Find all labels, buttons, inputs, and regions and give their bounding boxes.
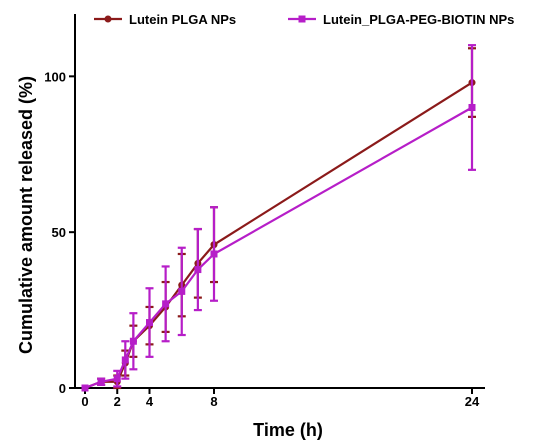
data-point — [121, 356, 129, 364]
data-point — [210, 250, 218, 258]
x-tick-label: 0 — [81, 394, 88, 409]
x-tick-label: 24 — [465, 394, 480, 409]
x-axis-title: Time (h) — [253, 420, 323, 440]
data-point — [178, 287, 186, 295]
series-line — [84, 106, 473, 390]
data-point — [146, 319, 153, 327]
legend-marker — [298, 15, 306, 23]
y-tick-label: 100 — [44, 69, 66, 84]
data-point — [194, 266, 202, 274]
x-tick-label: 2 — [114, 394, 121, 409]
x-tick-label: 8 — [210, 394, 217, 409]
legend-item-2: Lutein_PLGA-PEG-BIOTIN NPs — [288, 12, 514, 27]
data-point — [162, 300, 170, 308]
x-tick-label: 4 — [146, 394, 154, 409]
series-1 — [81, 47, 476, 392]
series-2 — [81, 44, 476, 392]
legend-label: Lutein_PLGA-PEG-BIOTIN NPs — [323, 12, 514, 27]
y-tick-label: 50 — [52, 225, 66, 240]
y-axis-title: Cumulative amount released (%) — [16, 76, 36, 354]
legend-item-1: Lutein PLGA NPs — [94, 12, 236, 27]
y-tick-label: 0 — [59, 381, 66, 396]
data-point — [129, 337, 137, 345]
legend-label: Lutein PLGA NPs — [129, 12, 236, 27]
series-layer — [81, 44, 476, 392]
series-line — [84, 81, 473, 390]
data-point — [113, 375, 121, 383]
legend-marker — [104, 15, 112, 23]
data-point — [97, 378, 105, 386]
data-point — [81, 384, 89, 392]
data-point — [468, 104, 476, 111]
legend: Lutein PLGA NPs Lutein_PLGA-PEG-BIOTIN NP… — [94, 12, 514, 27]
